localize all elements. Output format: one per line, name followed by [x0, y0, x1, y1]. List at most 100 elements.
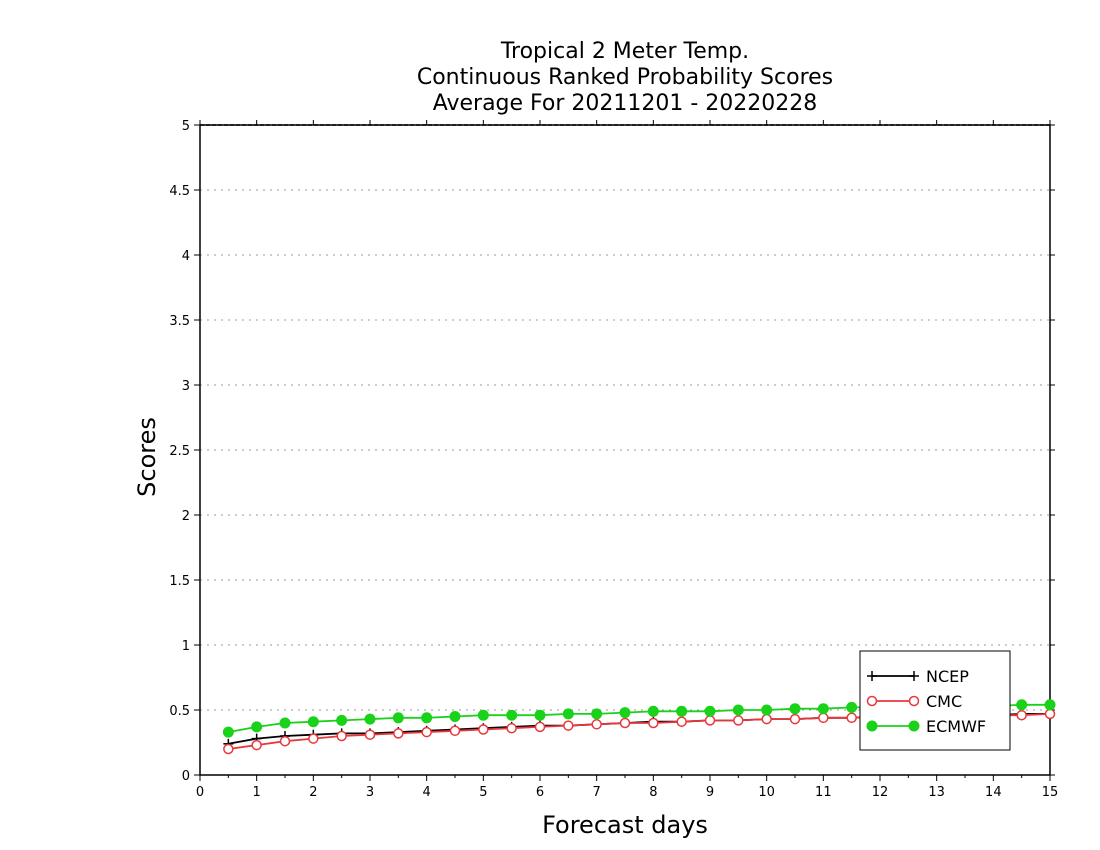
x-tick-label-14: 14: [985, 785, 1002, 800]
data-point-ecmwf: [421, 712, 433, 724]
y-tick-label-1: 1: [182, 639, 190, 654]
title-line-3: Average For 20211201 - 20220228: [433, 91, 818, 116]
data-point-cmc: [733, 715, 744, 726]
legend-marker-right: [909, 671, 919, 681]
data-point-cmc: [1016, 709, 1027, 721]
y-axis-title: Scores: [133, 417, 161, 497]
data-point-ecmwf: [817, 703, 829, 715]
data-point-cmc: [704, 715, 716, 726]
legend: NCEP CMC ECMWF: [859, 650, 1011, 751]
x-tick-label-8: 8: [649, 785, 657, 800]
x-tick-label-11: 11: [815, 785, 832, 800]
legend-marker-left: [867, 671, 877, 681]
data-point-ecmwf: [392, 712, 404, 724]
legend-label-cmc: CMC: [926, 692, 962, 711]
data-point-ecmwf: [704, 705, 716, 717]
x-tick-label-5: 5: [479, 785, 487, 800]
y-tick-label-5: 5: [182, 119, 190, 134]
chart-title: Tropical 2 Meter Temp.Continuous Ranked …: [417, 39, 833, 116]
data-point-cmc: [1044, 708, 1056, 720]
data-point-ecmwf: [506, 709, 518, 721]
data-point-cmc: [364, 729, 376, 740]
y-tick-label-2: 2: [182, 509, 190, 524]
data-point-cmc: [591, 719, 602, 730]
data-point-cmc: [534, 721, 546, 733]
y-axis-ticks: 0 0.5 1 1.5 2 2.5 3 3.5 4 4.5 5: [169, 119, 1055, 784]
x-axis-ticks: 0 1 2 3 4 5 6 7 8 9 10 11 12 13 14 15: [196, 120, 1058, 800]
data-point-cmc: [648, 717, 659, 729]
y-tick-label-4.5: 4.5: [169, 184, 190, 199]
x-axis-title: Forecast days: [542, 811, 708, 839]
x-tick-label-0: 0: [196, 785, 204, 800]
data-point-cmc: [308, 733, 319, 744]
x-tick-label-10: 10: [758, 785, 775, 800]
title-line-1: Tropical 2 Meter Temp.: [500, 39, 749, 64]
data-point-ecmwf: [279, 717, 291, 729]
data-point-cmc: [506, 722, 517, 734]
data-point-cmc: [563, 720, 574, 731]
legend-label-ncep: NCEP: [926, 667, 969, 686]
data-point-cmc: [251, 739, 262, 751]
data-point-ecmwf: [307, 716, 319, 728]
data-point-cmc: [449, 725, 461, 737]
legend-marker-right: [908, 720, 920, 732]
y-tick-label-3.5: 3.5: [169, 314, 190, 329]
data-point-ecmwf: [534, 709, 546, 721]
data-point-cmc: [676, 716, 687, 727]
y-tick-label-2.5: 2.5: [169, 444, 190, 459]
data-point-cmc: [393, 728, 404, 739]
x-tick-label-6: 6: [536, 785, 544, 800]
y-tick-label-0.5: 0.5: [169, 704, 190, 719]
y-tick-label-3: 3: [182, 379, 190, 394]
data-point-ecmwf: [562, 708, 574, 720]
data-point-ecmwf: [732, 704, 744, 716]
data-point-ecmwf: [619, 707, 631, 719]
x-tick-label-13: 13: [928, 785, 945, 800]
grid-lines: [200, 124, 1050, 711]
legend-item-ncep: NCEP: [867, 667, 969, 686]
x-tick-label-4: 4: [423, 785, 431, 800]
data-point-ecmwf: [789, 703, 801, 715]
x-tick-label-3: 3: [366, 785, 374, 800]
x-tick-label-1: 1: [253, 785, 261, 800]
y-tick-label-0: 0: [182, 769, 190, 784]
data-point-cmc: [279, 735, 291, 747]
data-point-cmc: [421, 726, 432, 738]
y-tick-label-4: 4: [182, 249, 190, 264]
title-line-2: Continuous Ranked Probability Scores: [417, 65, 833, 90]
data-point-ecmwf: [1016, 699, 1028, 711]
legend-label-ecmwf: ECMWF: [926, 717, 986, 736]
data-point-ecmwf: [647, 705, 659, 717]
legend-marker-left: [866, 720, 878, 732]
x-tick-label-7: 7: [593, 785, 601, 800]
data-point-ecmwf: [222, 726, 234, 738]
data-point-ecmwf: [761, 704, 773, 716]
data-point-ecmwf: [336, 714, 348, 726]
data-point-ecmwf: [676, 705, 688, 717]
y-tick-label-1.5: 1.5: [169, 574, 190, 589]
data-point-ecmwf: [449, 711, 461, 722]
data-point-cmc: [818, 712, 829, 724]
data-point-ecmwf: [477, 709, 489, 721]
x-tick-label-2: 2: [309, 785, 317, 800]
data-point-cmc: [761, 713, 772, 725]
data-point-cmc: [789, 713, 801, 725]
data-point-ecmwf: [846, 701, 858, 713]
data-point-ecmwf: [251, 721, 263, 733]
data-point-cmc: [223, 743, 234, 755]
legend-item-cmc: CMC: [866, 692, 962, 711]
data-point-ecmwf: [591, 708, 603, 720]
data-point-ecmwf: [1044, 699, 1056, 711]
x-tick-label-12: 12: [872, 785, 889, 800]
data-point-ecmwf: [364, 713, 376, 725]
legend-item-ecmwf: ECMWF: [866, 717, 986, 736]
data-point-cmc: [478, 724, 489, 735]
x-tick-label-9: 9: [706, 785, 714, 800]
legend-marker-right: [908, 695, 920, 707]
data-point-cmc: [846, 712, 857, 724]
legend-marker-left: [866, 695, 878, 707]
data-point-cmc: [619, 717, 631, 729]
x-tick-label-15: 15: [1042, 785, 1059, 800]
data-point-cmc: [336, 730, 347, 742]
